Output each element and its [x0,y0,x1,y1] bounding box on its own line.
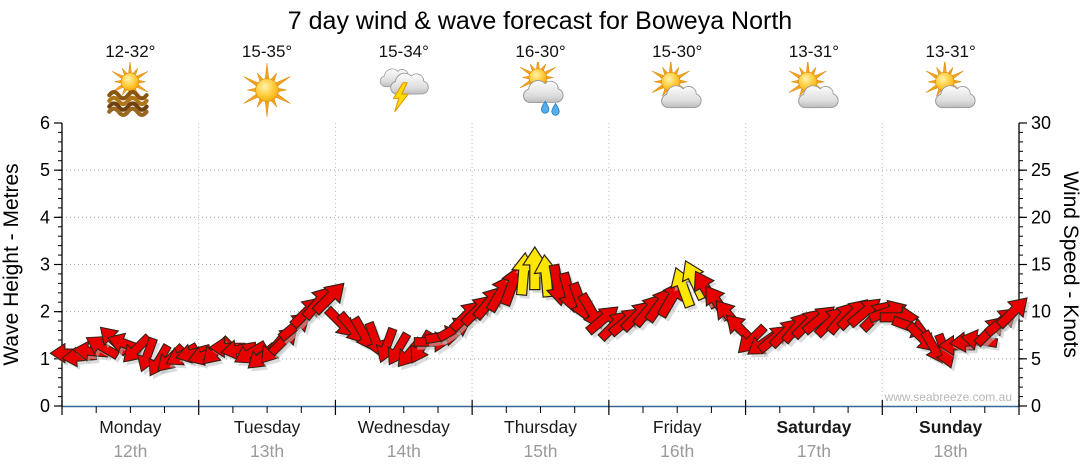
temp-range: 15-35° [241,42,293,61]
day-summary-saturday: 13-31° [746,42,882,123]
wind-arrow [521,245,548,291]
day-label: Wednesday [358,417,450,437]
right-tick-label: 5 [1031,349,1041,369]
left-tick-label: 0 [40,396,50,416]
day-label: Friday [653,417,702,437]
date-label: 15th [523,441,557,461]
day-label: Monday [99,417,162,437]
sun-cloud-icon [786,59,842,118]
right-tick-label: 10 [1031,302,1051,322]
sun-cloud-icon [923,59,979,118]
wind-arrow [995,297,1028,330]
watermark: www.seabreeze.com.au [884,390,1012,404]
sun-cloud-icon [649,59,705,118]
left-tick-label: 1 [40,349,50,369]
day-label: Sunday [919,417,982,437]
right-tick-label: 30 [1031,113,1051,133]
day-summary-wednesday: 15-34° [336,42,472,123]
temp-range: 16-30° [515,42,566,61]
wind-arrow [311,282,345,316]
left-tick-label: 2 [40,302,50,322]
date-label: 13th [250,441,284,461]
left-tick-label: 6 [40,113,50,133]
day-summary-thursday: 16-30° [473,42,609,123]
sunny-icon [239,62,295,118]
date-label: 14th [387,441,421,461]
temp-range: 12-32° [105,42,156,61]
right-tick-label: 20 [1031,207,1051,227]
left-tick-label: 5 [40,160,50,180]
date-label: 18th [934,441,968,461]
day-label: Thursday [504,417,577,437]
temp-range: 13-31° [788,42,840,61]
sun-cloud-rain-icon [513,56,569,118]
thunderstorm-icon [376,62,432,118]
temp-range: 15-30° [652,42,703,61]
wind-arrow [234,340,268,364]
right-tick-label: 15 [1031,255,1051,275]
wind-arrow [85,336,121,360]
left-tick-label: 3 [40,255,50,275]
day-summary-tuesday: 15-35° [199,42,335,123]
day-label: Saturday [776,417,851,437]
temp-range: 13-31° [925,42,976,61]
date-label: 12th [113,441,147,461]
date-label: 16th [660,441,694,461]
right-tick-label: 25 [1031,160,1051,180]
right-axis-title: Wind Speed - Knots [1059,171,1080,358]
day-summary-monday: 12-32° [62,42,198,123]
chart-title: 7 day wind & wave forecast for Boweya No… [287,7,793,35]
day-summary-sunday: 13-31° [883,42,1019,123]
day-label: Tuesday [234,417,301,437]
temp-range: 15-34° [378,42,429,61]
left-axis-title: Wave Height - Metres [0,163,23,365]
date-label: 17th [797,441,831,461]
wind-arrow [220,339,258,361]
day-summary-friday: 15-30° [609,42,745,123]
right-tick-label: 0 [1031,396,1041,416]
sun-water-icon [102,60,158,118]
left-tick-label: 4 [40,207,50,227]
